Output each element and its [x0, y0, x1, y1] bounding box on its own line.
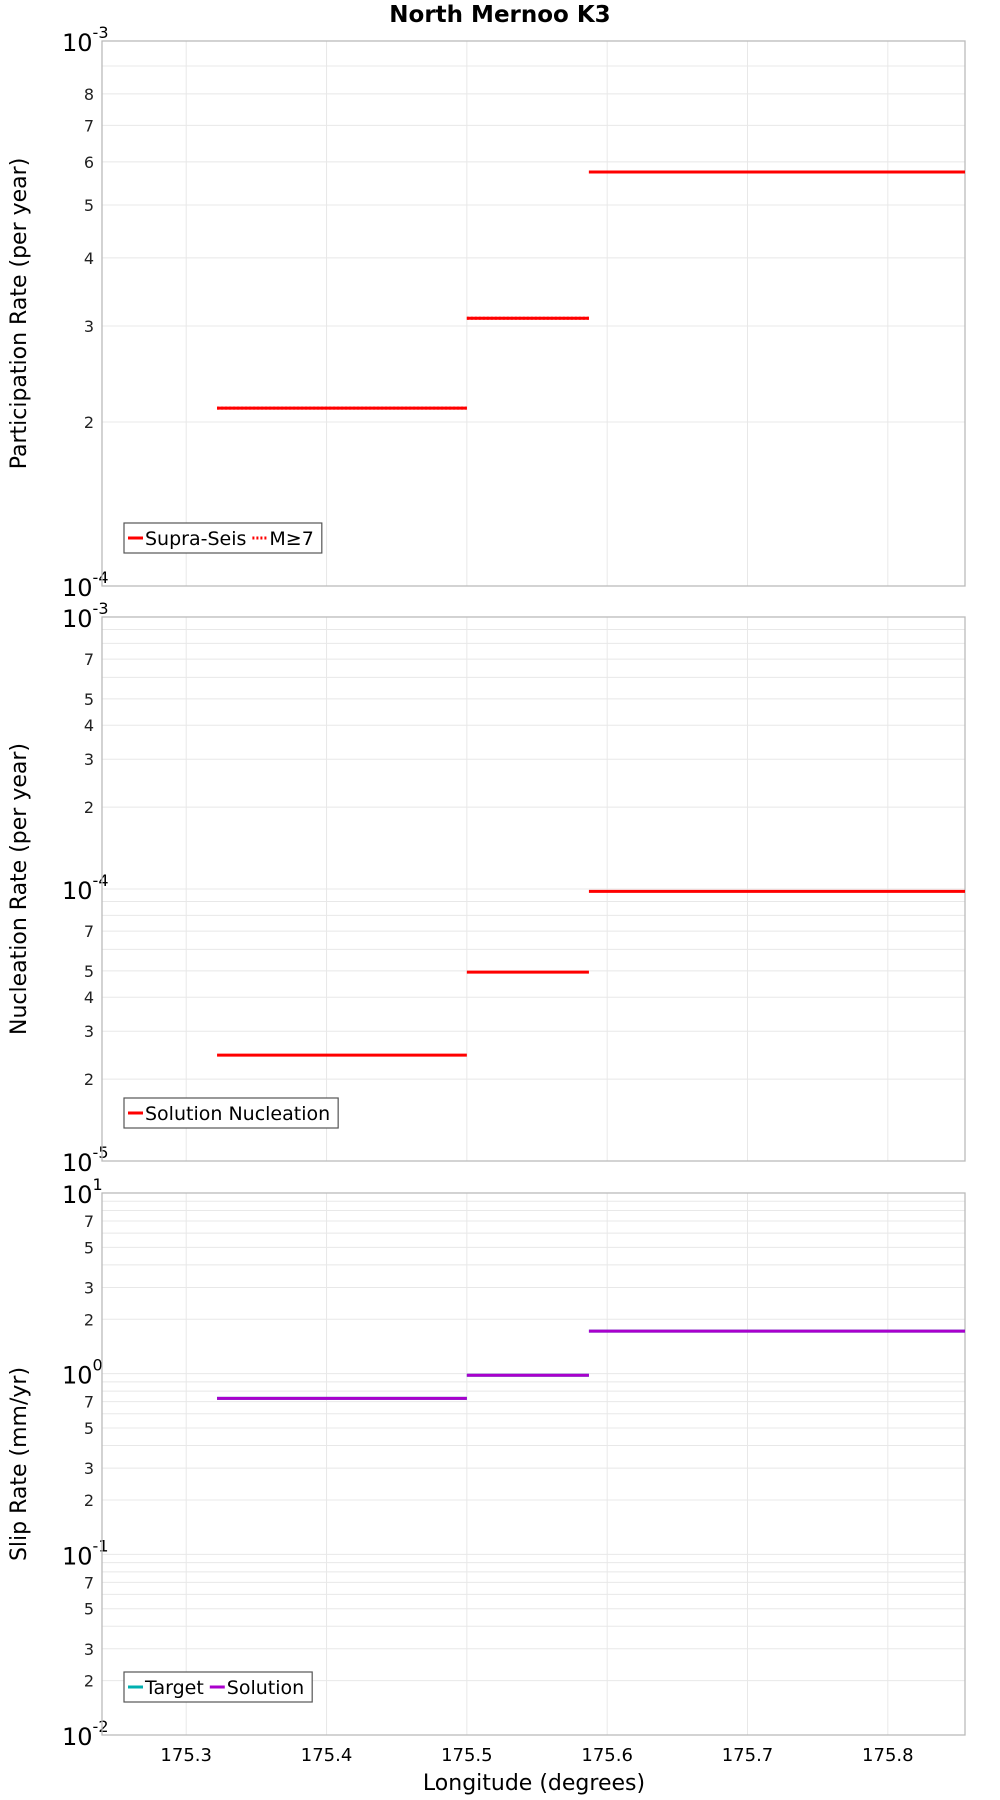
legend-label: Solution [227, 1677, 304, 1699]
plot-frame [101, 1192, 966, 1736]
y-tick-label: 3 [84, 1278, 94, 1297]
y-tick-label: 3 [84, 1459, 94, 1478]
y-tick-label: 3 [84, 1640, 94, 1659]
x-tick-label: 175.3 [160, 1745, 212, 1766]
y-tick-label: 2 [84, 1491, 94, 1510]
y-tick-label: 7 [84, 1393, 94, 1412]
y-major-tick-label: 10-3 [62, 599, 109, 633]
y-major-tick-label: 10-1 [62, 1536, 109, 1570]
plot-frame [101, 616, 966, 1162]
y-tick-label: 2 [84, 1310, 94, 1329]
panel-1: 2 3 4 5 6 7 8 10-4 10-3 Participation Rate (per y… [7, 23, 966, 602]
x-tick-label: 175.4 [301, 1745, 353, 1766]
y-tick-label: 5 [84, 1419, 94, 1438]
y-major-tick-label: 10-4 [62, 568, 109, 602]
y-axis-label: Slip Rate (mm/yr) [7, 1367, 32, 1561]
legend-label: M≥7 [269, 528, 313, 550]
y-tick-label: 2 [84, 413, 94, 432]
legend-label: Solution Nucleation [145, 1103, 330, 1125]
panel-3: 2 3 5 7 2 3 5 7 2 3 5 7 10-2 10-1 100 101 Slip Rate (mm/… [7, 1175, 966, 1766]
y-major-tick-label: 100 [62, 1356, 103, 1390]
y-axis-label: Nucleation Rate (per year) [7, 743, 32, 1035]
y-tick-label: 7 [84, 1212, 94, 1231]
y-tick-label: 5 [84, 690, 94, 709]
legend-label: Supra-Seis [145, 528, 246, 550]
legend: Supra-Seis M≥7 [123, 522, 323, 554]
x-axis-label: Longitude (degrees) [423, 1771, 645, 1796]
y-major-tick-label: 10-4 [62, 871, 109, 905]
y-axis-label: Participation Rate (per year) [7, 158, 32, 470]
y-tick-label: 2 [84, 1070, 94, 1089]
legend: Solution Nucleation [123, 1097, 339, 1129]
y-tick-label: 5 [84, 962, 94, 981]
x-tick-label: 175.6 [581, 1745, 633, 1766]
y-tick-label: 8 [84, 85, 94, 104]
y-tick-label: 7 [84, 922, 94, 941]
y-major-tick-label: 101 [62, 1175, 103, 1209]
y-tick-label: 4 [84, 249, 94, 268]
y-tick-label: 3 [84, 1022, 94, 1041]
y-major-tick-label: 10-2 [62, 1717, 109, 1751]
legend-label: Target [144, 1677, 204, 1699]
y-tick-label: 4 [84, 988, 94, 1007]
plot-frame [101, 40, 966, 587]
x-tick-label: 175.8 [862, 1745, 914, 1766]
y-tick-label: 2 [84, 798, 94, 817]
legend: Target Solution [123, 1671, 313, 1703]
y-tick-label: 2 [84, 1672, 94, 1691]
panel-2: 2 3 4 5 7 2 3 4 5 7 10-5 10-4 10-3 Nucleation Rate (p… [7, 599, 966, 1177]
y-tick-label: 3 [84, 750, 94, 769]
legend-box [123, 1097, 339, 1129]
y-tick-label: 5 [84, 196, 94, 215]
x-tick-label: 175.5 [441, 1745, 493, 1766]
y-tick-label: 5 [84, 1238, 94, 1257]
y-tick-label: 7 [84, 650, 94, 669]
y-tick-label: 5 [84, 1600, 94, 1619]
y-tick-label: 7 [84, 1573, 94, 1592]
y-tick-label: 7 [84, 116, 94, 135]
y-tick-label: 4 [84, 716, 94, 735]
y-tick-label: 6 [84, 153, 94, 172]
legend-box [123, 522, 323, 554]
y-major-tick-label: 10-3 [62, 23, 109, 57]
y-tick-label: 3 [84, 317, 94, 336]
chart-title: North Mernoo K3 [389, 2, 610, 28]
x-tick-label: 175.7 [722, 1745, 774, 1766]
y-major-tick-label: 10-5 [62, 1143, 109, 1177]
